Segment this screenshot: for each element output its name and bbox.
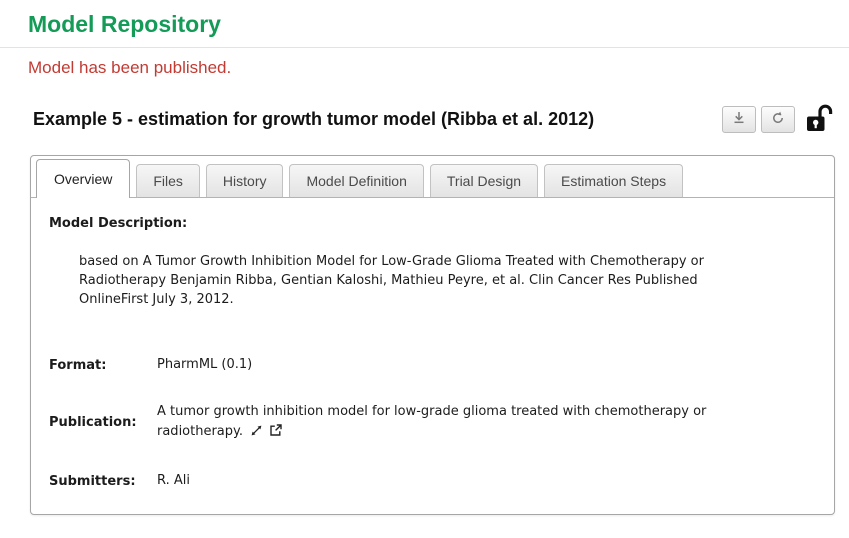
refresh-icon (771, 111, 785, 128)
tab-model-definition[interactable]: Model Definition (289, 164, 424, 197)
overview-tab-content: Model Description: based on A Tumor Grow… (31, 198, 834, 491)
model-description-label: Model Description: (49, 216, 188, 231)
download-icon (733, 111, 745, 127)
download-button[interactable] (722, 105, 756, 133)
model-description-text: based on A Tumor Growth Inhibition Model… (79, 254, 704, 307)
publication-label: Publication: (49, 414, 137, 430)
model-header: Example 5 - estimation for growth tumor … (33, 103, 833, 135)
header-divider (0, 47, 849, 48)
unlocked-padlock-icon (806, 103, 833, 135)
model-panel: Overview Files History Model Definition … (30, 155, 835, 515)
tab-files[interactable]: Files (136, 164, 200, 197)
model-toolbar (722, 103, 833, 135)
field-row-submitters: Submitters: R. Ali (49, 471, 816, 491)
refresh-button[interactable] (761, 105, 795, 133)
page-title: Model Repository (28, 11, 221, 37)
tab-estimation-steps[interactable]: Estimation Steps (544, 164, 684, 197)
model-heading: Example 5 - estimation for growth tumor … (33, 108, 595, 129)
flash-message: Model has been published. (28, 58, 232, 77)
submitters-value: R. Ali (157, 473, 190, 488)
field-row-publication: Publication: A tumor growth inhibition m… (49, 402, 816, 442)
tab-history[interactable]: History (205, 164, 284, 197)
expand-icon[interactable] (251, 424, 266, 439)
tab-bar: Overview Files History Model Definition … (31, 156, 834, 198)
format-value: PharmML (0.1) (157, 357, 253, 372)
publication-text: A tumor growth inhibition model for low-… (157, 404, 707, 439)
publication-value: A tumor growth inhibition model for low-… (157, 402, 767, 442)
tab-trial-design[interactable]: Trial Design (429, 164, 539, 197)
tab-overview[interactable]: Overview (36, 159, 131, 198)
field-row-format: Format: PharmML (0.1) (49, 355, 816, 375)
external-link-icon[interactable] (270, 424, 282, 439)
format-label: Format: (49, 357, 107, 373)
submitters-label: Submitters: (49, 473, 136, 489)
